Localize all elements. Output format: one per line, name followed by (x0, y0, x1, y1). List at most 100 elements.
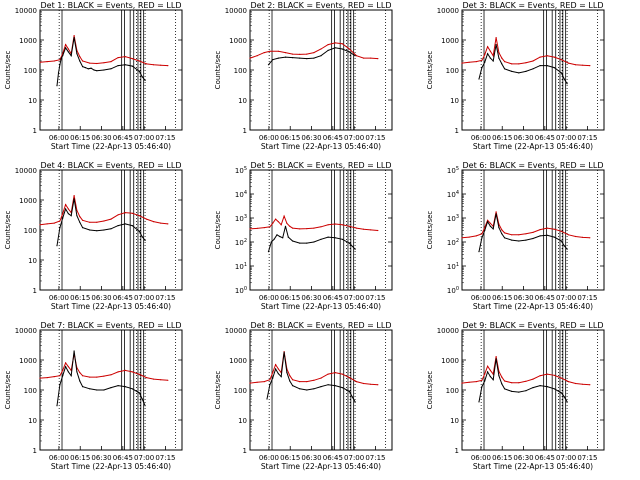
x-axis-label: Start Time (22-Apr-13 05:46:40) (473, 142, 593, 151)
events-data-point (341, 387, 343, 389)
y-tick-label: 101 (447, 262, 459, 271)
x-tick-label: 07:00 (556, 294, 576, 302)
lld-data-point (567, 62, 570, 64)
plot-title: Det 6: BLACK = Events, RED = LLD (463, 161, 604, 170)
lld-data-point (89, 62, 91, 64)
lld-data-point (275, 364, 277, 366)
x-tick-label: 07:15 (577, 454, 597, 462)
lld-data-point (492, 55, 494, 57)
y-axis-label: Counts/sec (4, 211, 12, 250)
detector-panel: Det 6: BLACK = Events, RED = LLD 100 101 10… (426, 161, 605, 311)
lld-data-point (334, 42, 336, 44)
lld-data-point (495, 356, 497, 358)
lld-data-point (320, 48, 322, 50)
y-axis-label: Counts/sec (214, 211, 222, 250)
events-data-point (70, 215, 72, 217)
lld-data-point (289, 375, 291, 377)
lld-data-point (553, 228, 555, 230)
events-data-point (289, 380, 291, 382)
events-data-point (56, 85, 58, 87)
lld-data-point (167, 223, 169, 225)
lld-data-point (79, 56, 81, 58)
events-data-point (501, 63, 503, 65)
x-axis-label: Start Time (22-Apr-13 05:46:40) (261, 142, 381, 151)
lld-data-point (320, 377, 322, 379)
x-tick-label: 06:45 (113, 134, 133, 142)
events-data-point (354, 248, 356, 250)
events-data-point (138, 70, 140, 72)
plot-title: Det 3: BLACK = Events, RED = LLD (463, 1, 604, 10)
events-data-point (299, 388, 301, 390)
plot-title: Det 9: BLACK = Events, RED = LLD (463, 321, 604, 330)
plot-frame (461, 9, 605, 131)
lld-data-point (138, 373, 140, 375)
lld-data-point (277, 368, 279, 370)
events-data-point (313, 57, 315, 59)
plot-title: Det 8: BLACK = Events, RED = LLD (251, 321, 392, 330)
lld-data-point (532, 231, 534, 233)
events-data-point (70, 55, 72, 57)
events-data-point (131, 225, 133, 227)
events-series-line (268, 226, 356, 252)
lld-data-point (348, 225, 350, 227)
events-data-point (351, 396, 353, 398)
detector-panel: Det 5: BLACK = Events, RED = LLD 100 101 10… (214, 161, 393, 311)
plot-frame (249, 329, 393, 451)
events-data-point (334, 385, 336, 387)
events-data-point (56, 405, 58, 407)
x-tick-label: 06:45 (113, 294, 133, 302)
events-data-point (131, 388, 133, 390)
y-tick-label: 10 (28, 97, 37, 105)
lld-data-point (553, 374, 555, 376)
events-data-point (495, 44, 497, 46)
x-tick-label: 06:30 (513, 294, 533, 302)
events-data-point (277, 57, 279, 59)
x-tick-label: 06:45 (323, 294, 343, 302)
lld-data-point (560, 59, 563, 61)
events-data-point (563, 78, 565, 80)
y-tick-label: 10 (450, 97, 459, 105)
plot-title: Det 5: BLACK = Events, RED = LLD (251, 161, 392, 170)
x-tick-label: 07:00 (134, 454, 154, 462)
y-tick-label: 1000 (441, 357, 459, 365)
y-tick-label: 10000 (15, 327, 37, 335)
y-tick-label: 10000 (15, 167, 37, 175)
events-data-point (275, 368, 277, 370)
events-data-point (138, 392, 140, 394)
x-tick-label: 06:45 (535, 134, 555, 142)
lld-data-point (117, 57, 119, 59)
events-data-point (90, 67, 92, 69)
lld-data-point (59, 375, 61, 377)
lld-data-point (96, 62, 98, 65)
events-data-point (272, 59, 274, 61)
lld-data-point (468, 381, 470, 383)
y-tick-label: 10 (238, 97, 247, 105)
events-data-point (478, 251, 480, 253)
events-data-point (525, 239, 527, 241)
x-tick-label: 06:45 (113, 454, 133, 462)
lld-data-point (511, 382, 513, 384)
events-data-point (546, 65, 548, 67)
events-data-point (292, 240, 294, 242)
events-data-point (62, 375, 64, 377)
events-data-point (292, 57, 294, 59)
lld-data-point (103, 220, 105, 222)
events-data-point (284, 225, 287, 227)
x-tick-label: 06:30 (513, 134, 533, 142)
lld-data-point (487, 365, 489, 367)
lld-data-point (117, 371, 119, 373)
lld-data-point (96, 221, 98, 223)
events-data-point (59, 227, 61, 229)
lld-data-point (280, 224, 282, 226)
lld-data-point (589, 237, 591, 239)
y-tick-label: 1 (455, 127, 459, 135)
events-data-point (553, 388, 555, 390)
x-tick-label: 06:15 (280, 134, 300, 142)
lld-data-point (292, 227, 294, 229)
y-tick-label: 100 (446, 387, 459, 395)
x-tick-label: 06:00 (471, 294, 491, 302)
lld-data-point (511, 234, 513, 236)
lld-data-point (103, 375, 105, 377)
events-data-point (553, 67, 555, 69)
lld-data-point (539, 229, 541, 231)
